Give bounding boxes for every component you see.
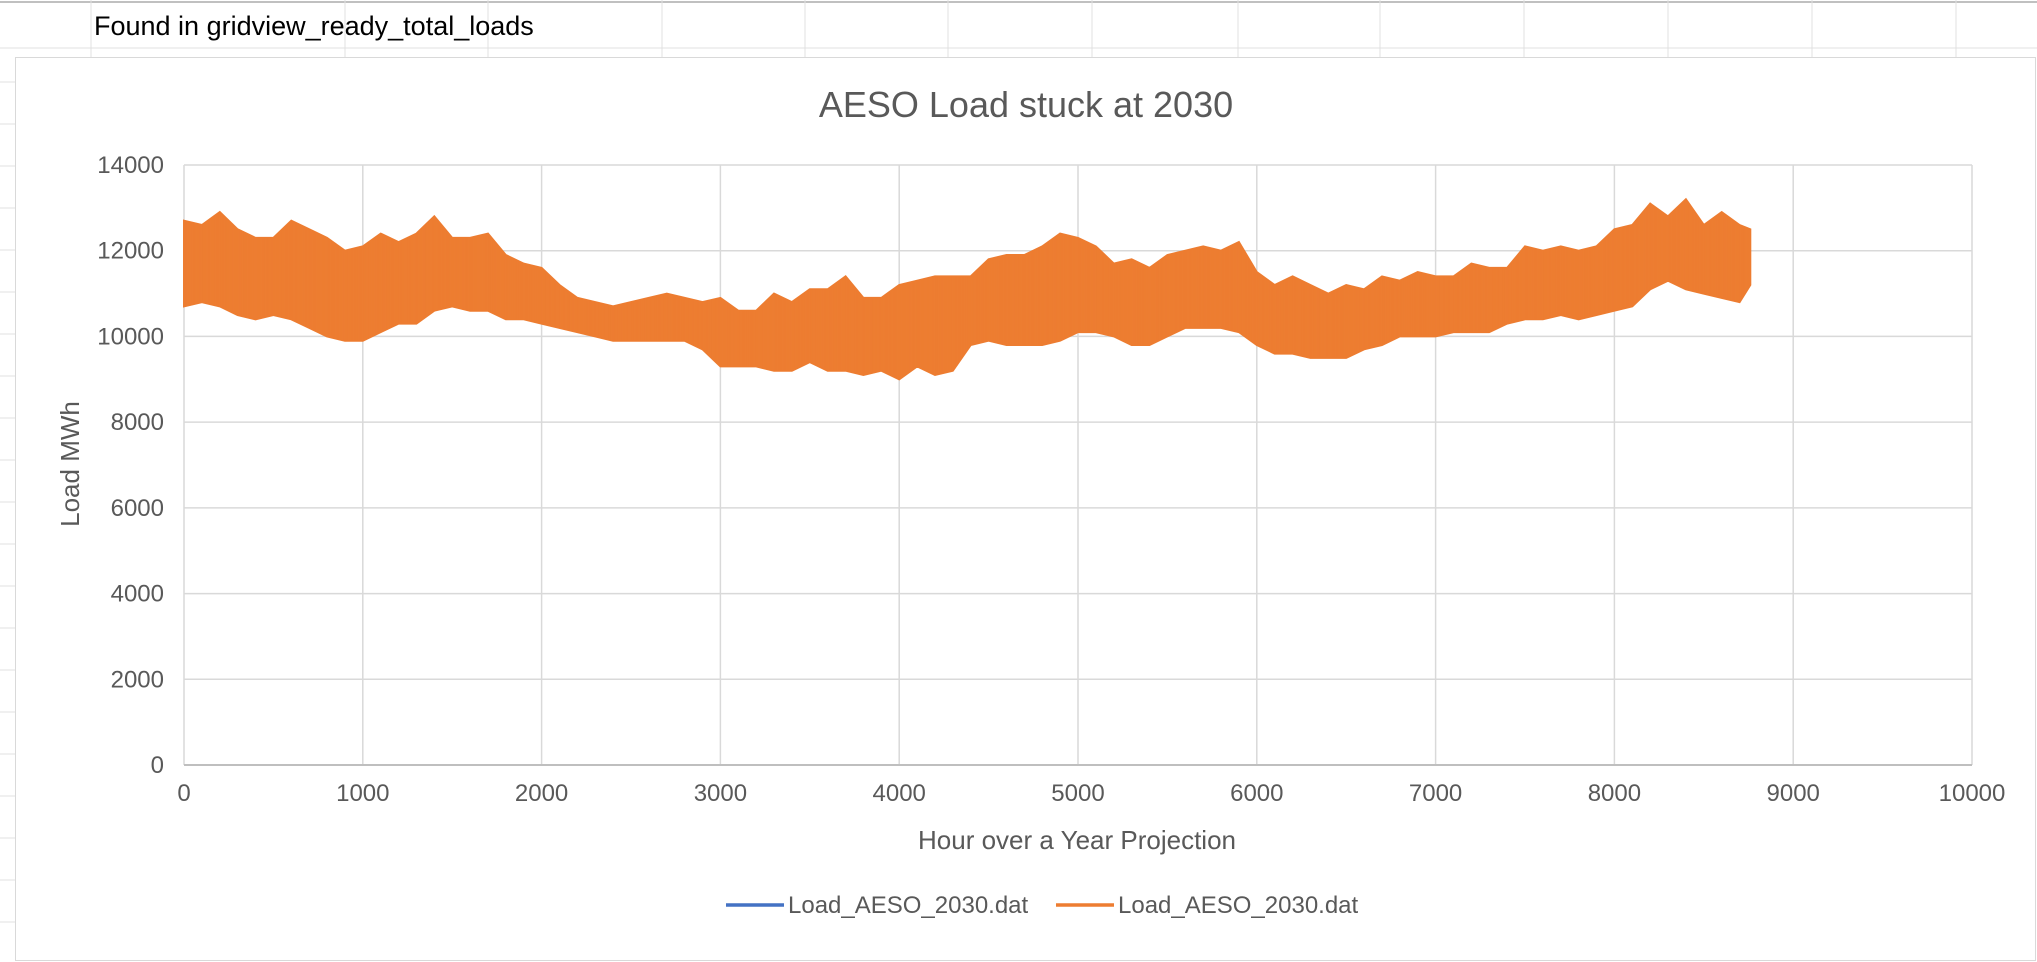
x-tick-label: 8000 [1588,780,1641,807]
x-tick-label: 10000 [1939,780,2006,807]
x-tick-label: 7000 [1409,780,1462,807]
tick-labels: 0 2000 4000 6000 8000 10000 12000 14000 0 1000 200… [97,152,2005,807]
y-tick-label: 6000 [111,495,164,522]
x-tick-label: 0 [177,780,190,807]
cell-note[interactable]: Found in gridview_ready_total_loads [94,11,534,41]
x-tick-label: 6000 [1230,780,1283,807]
chart-legend[interactable]: Load_AESO_2030.dat Load_AESO_2030.dat [726,892,1359,919]
legend-label-1: Load_AESO_2030.dat [1118,892,1359,919]
chart-area[interactable]: 0 2000 4000 6000 8000 10000 12000 14000 0 1000 200… [15,57,2036,961]
x-tick-label: 3000 [694,780,747,807]
chart-title[interactable]: AESO Load stuck at 2030 [819,84,1233,125]
y-tick-label: 10000 [97,323,164,350]
y-tick-label: 8000 [111,409,164,436]
line-chart: 0 2000 4000 6000 8000 10000 12000 14000 0 1000 200… [55,84,2005,919]
y-tick-label: 2000 [111,666,164,693]
x-tick-label: 4000 [873,780,926,807]
x-axis-title[interactable]: Hour over a Year Projection [918,825,1236,855]
x-tick-label: 9000 [1767,780,1820,807]
x-tick-label: 5000 [1051,780,1104,807]
x-tick-label: 1000 [336,780,389,807]
y-axis-title[interactable]: Load MWh [55,401,85,527]
y-tick-label: 14000 [97,152,164,179]
y-tick-label: 0 [151,752,164,779]
series-layer [183,197,1752,381]
y-tick-label: 4000 [111,581,164,608]
y-tick-label: 12000 [97,238,164,265]
legend-label-0: Load_AESO_2030.dat [788,892,1029,919]
x-tick-label: 2000 [515,780,568,807]
